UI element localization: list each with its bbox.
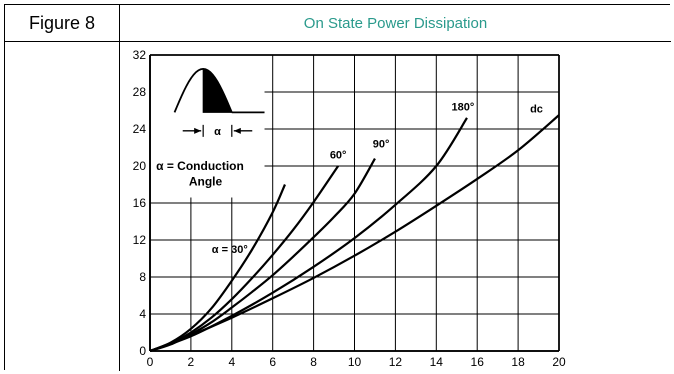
waveform-conduction-fill — [202, 68, 233, 113]
x-tick-label: 12 — [389, 355, 403, 369]
y-tick-label: 12 — [133, 233, 147, 247]
series-line — [149, 158, 376, 353]
series-label-180: 180° — [452, 102, 475, 114]
series-label-90: 90° — [373, 139, 390, 151]
y-tick-label: 32 — [133, 48, 147, 62]
alpha-symbol: α — [214, 126, 221, 138]
y-tick-label: 28 — [133, 85, 147, 99]
series-line — [149, 184, 286, 353]
x-tick-label: 10 — [348, 355, 362, 369]
alpha-arrow-left — [194, 127, 202, 134]
y-tick-label: 0 — [139, 344, 146, 358]
x-tick-label: 2 — [188, 355, 195, 369]
x-tick-label: 4 — [228, 355, 235, 369]
x-tick-label: 0 — [147, 355, 154, 369]
figure-label: Figure 8 — [5, 5, 120, 41]
y-tick-label: 20 — [133, 159, 147, 173]
x-tick-label: 14 — [430, 355, 444, 369]
x-tick-label: 16 — [471, 355, 485, 369]
figure-header-row: Figure 8 On State Power Dissipation — [5, 5, 671, 42]
x-tick-label: 8 — [310, 355, 317, 369]
series-label-dc: dc — [530, 103, 543, 115]
x-tick-label: 18 — [511, 355, 525, 369]
figure-title: On State Power Dissipation — [303, 14, 488, 32]
series-line — [149, 165, 340, 353]
y-tick-label: 4 — [139, 307, 146, 321]
series-line — [149, 117, 468, 353]
series-label-30: α = 30° — [212, 244, 248, 256]
x-tick-label: 20 — [552, 355, 566, 369]
series-label-60: 60° — [330, 150, 347, 162]
y-tick-label: 8 — [139, 270, 146, 284]
x-tick-label: 6 — [269, 355, 276, 369]
alpha-arrow-right — [233, 127, 241, 134]
y-tick-label: 24 — [133, 122, 147, 136]
series-line — [149, 114, 560, 353]
y-tick-label: 16 — [133, 196, 147, 210]
conduction-angle-label: α = Conduction — [156, 159, 244, 173]
conduction-angle-label-2: Angle — [189, 175, 223, 189]
chart-cell: 0 2 4 6 8 10 12 14 16 18 20 0 4 8 12 16 20 24 28 32 α = 30° 6… — [5, 42, 671, 371]
